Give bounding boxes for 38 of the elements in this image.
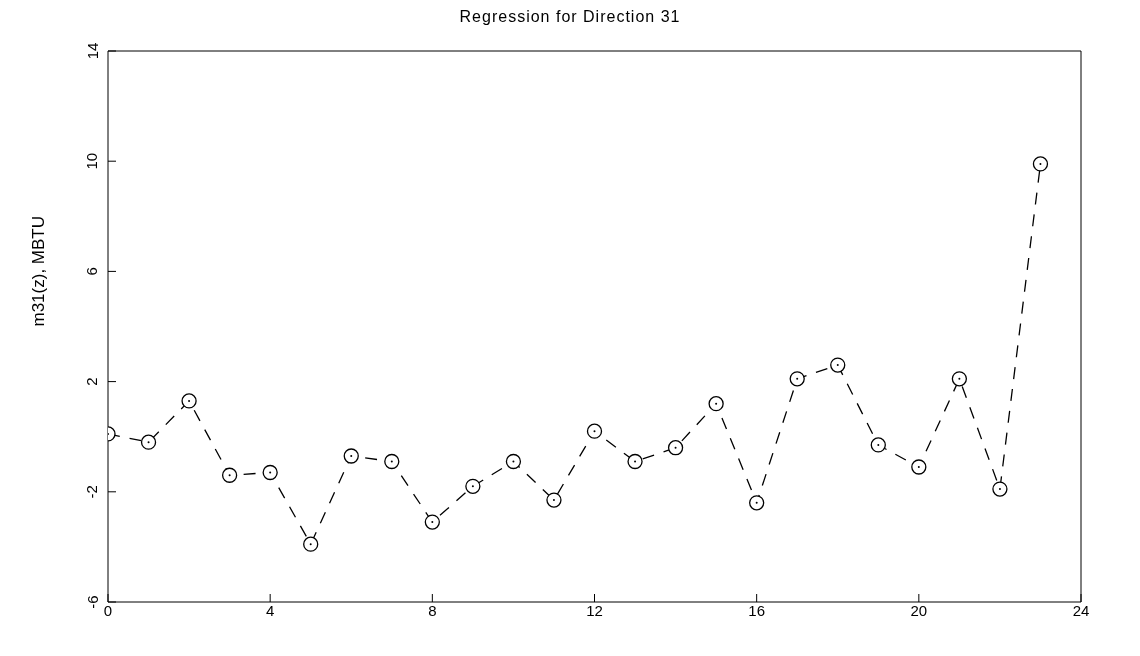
y-tick-label: 10 [83,152,101,170]
point [343,448,359,464]
x-tick-label: 4 [265,602,275,619]
x-tick-label: 0 [103,602,113,619]
chart-title: Regression for Direction 31 [458,8,682,26]
point [789,371,805,387]
x-tick-label: 20 [910,602,928,619]
x-tick-label: 16 [748,602,766,619]
y-tick-label: -6 [83,595,101,609]
y-tick-label: -2 [83,485,101,499]
point [1032,156,1049,172]
point [221,467,238,483]
point [951,371,968,387]
point [303,536,319,552]
point [181,393,197,409]
point [667,440,684,456]
x-tick-label: 8 [428,602,437,619]
point [262,464,278,481]
point [140,434,157,450]
point [749,495,765,511]
point [992,481,1008,497]
point [830,357,846,373]
point [586,423,603,439]
point [627,453,643,470]
x-tick-label: 12 [586,602,603,619]
point [708,395,724,412]
point [465,478,481,494]
point [870,437,886,453]
x-tick-label: 24 [1072,602,1090,619]
point [911,459,927,475]
point [384,453,400,470]
y-tick-label: 14 [83,42,101,60]
point [505,453,522,470]
point [424,514,440,530]
y-tick-label: 6 [83,267,101,276]
point [546,492,562,508]
y-axis-title: m31(z), MBTU [29,216,49,327]
y-tick-label: 2 [83,377,101,386]
